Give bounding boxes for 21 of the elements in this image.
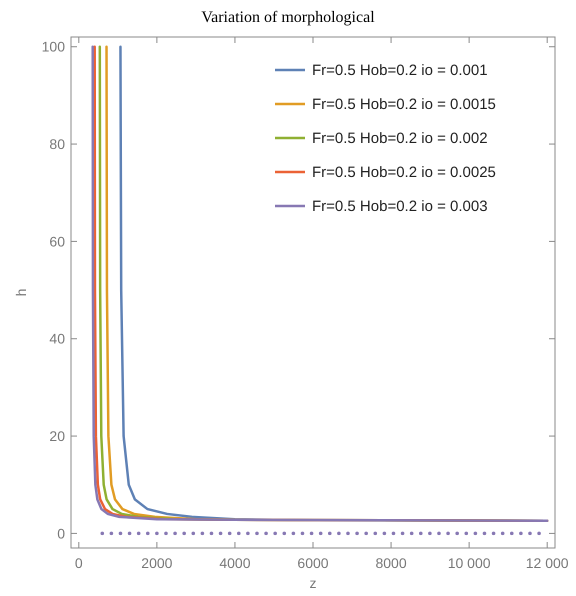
x-tick-label: 12 000 bbox=[526, 555, 569, 571]
y-tick-label: 0 bbox=[57, 525, 66, 542]
y-axis-title: h bbox=[13, 288, 29, 296]
y-tick-label: 100 bbox=[42, 38, 66, 55]
y-tick-label: 20 bbox=[49, 428, 66, 444]
chart-title: Variation of morphological bbox=[201, 9, 376, 26]
legend-label: Fr=0.5 Hob=0.2 io = 0.0015 bbox=[312, 96, 496, 113]
x-tick-label: 6000 bbox=[297, 555, 329, 571]
legend-label: Fr=0.5 Hob=0.2 io = 0.0025 bbox=[312, 164, 496, 181]
x-axis-title: z bbox=[310, 575, 316, 591]
y-tick-label: 40 bbox=[49, 330, 66, 347]
x-tick-label: 8000 bbox=[375, 555, 407, 571]
legend-label: Fr=0.5 Hob=0.2 io = 0.001 bbox=[312, 62, 488, 79]
y-tick-label: 80 bbox=[49, 136, 66, 152]
x-tick-label: 4000 bbox=[219, 555, 251, 571]
legend-label: Fr=0.5 Hob=0.2 io = 0.003 bbox=[312, 198, 488, 215]
y-tick-label: 60 bbox=[49, 233, 66, 250]
x-tick-label: 0 bbox=[74, 555, 83, 571]
legend-label: Fr=0.5 Hob=0.2 io = 0.002 bbox=[312, 130, 488, 147]
x-tick-label: 2000 bbox=[141, 555, 173, 571]
x-tick-label: 10 000 bbox=[448, 555, 491, 571]
